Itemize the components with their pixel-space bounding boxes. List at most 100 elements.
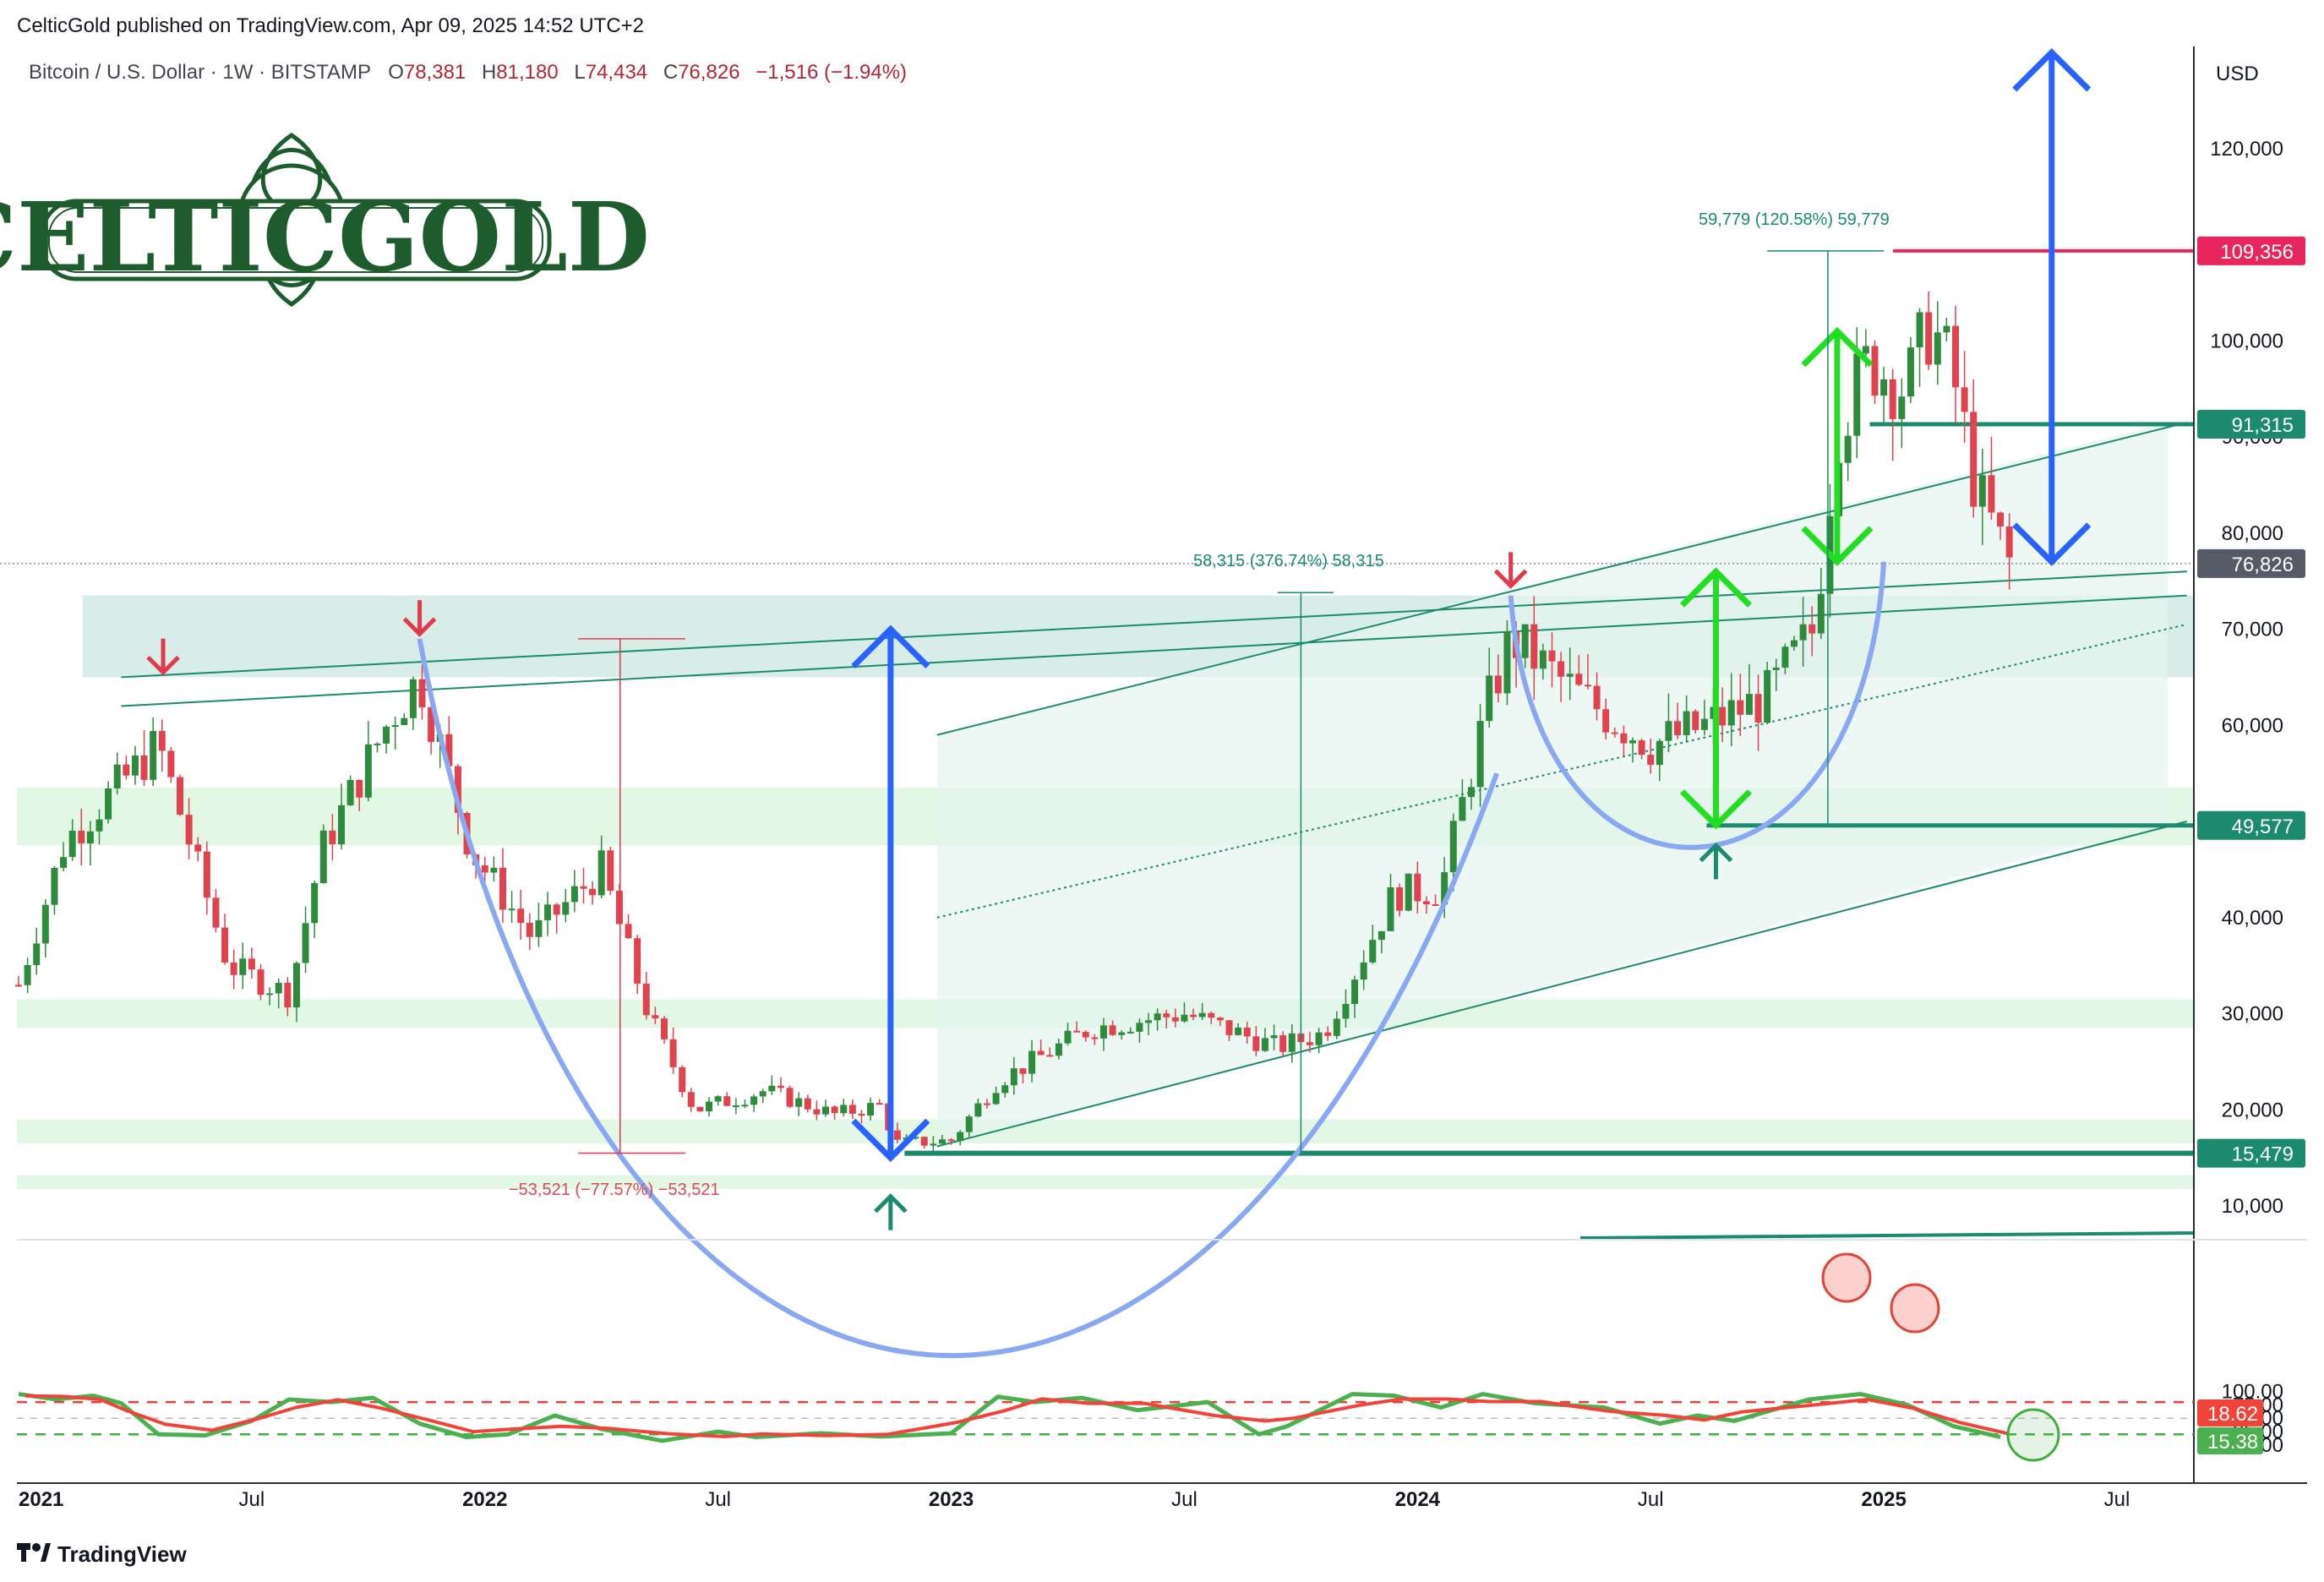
candle-body <box>1978 475 1986 507</box>
trend-line <box>121 594 2187 707</box>
price-tags: 109,356 91,315 76,826 49,577 15,479 <box>2197 236 2305 1168</box>
x-tick: Jul <box>705 1488 731 1511</box>
candle-body <box>68 830 76 858</box>
candle-body <box>1459 797 1466 821</box>
candle-body <box>131 755 139 776</box>
candle-body <box>1530 624 1538 669</box>
y-tick: 10,000 <box>2222 1195 2283 1218</box>
candle-body <box>1261 1038 1268 1051</box>
candle-body <box>687 1092 695 1107</box>
candle-body <box>1315 1032 1323 1045</box>
candle-body <box>1575 674 1583 685</box>
candle-body <box>947 1139 955 1142</box>
candle-body <box>221 927 229 963</box>
arrow-head <box>1699 842 1733 863</box>
candle-body <box>1279 1035 1287 1052</box>
candle-body <box>1889 379 1896 419</box>
candle-body <box>1620 733 1628 744</box>
x-tick: 2021 <box>19 1488 63 1511</box>
red-top-arrow <box>1493 552 1528 589</box>
time-axis: 2021 Jul 2022 Jul 2023 Jul 2024 Jul 2025 Jul <box>19 1488 2130 1511</box>
candle-body <box>1486 675 1493 722</box>
candle-body <box>499 867 506 910</box>
candle-body <box>732 1105 739 1107</box>
candle-body <box>1154 1013 1161 1021</box>
candle-body <box>508 908 516 911</box>
candle-body <box>634 938 641 984</box>
candle-body <box>1647 755 1655 766</box>
candle-body <box>1145 1020 1152 1023</box>
arrow-head <box>146 655 180 676</box>
candle-body <box>1369 940 1377 963</box>
candle-body <box>60 857 68 868</box>
green-range-arrow <box>1679 567 1752 830</box>
candle-body <box>858 1113 865 1116</box>
trend-channels <box>0 248 2195 1240</box>
x-tick: 2023 <box>929 1488 974 1511</box>
candle-body <box>1441 872 1448 905</box>
candle-body <box>831 1106 838 1114</box>
support-band <box>17 1175 2194 1189</box>
y-tick: 60,000 <box>2222 714 2283 737</box>
candle-body <box>1414 873 1421 902</box>
candle-body <box>517 908 525 924</box>
x-tick: Jul <box>1638 1488 1664 1511</box>
candle-body <box>1396 887 1404 911</box>
candle-body <box>1028 1050 1036 1074</box>
candle-body <box>1243 1028 1251 1037</box>
candle-body <box>1235 1028 1242 1035</box>
candle-body <box>1737 700 1744 715</box>
candle-body <box>804 1098 811 1110</box>
candle-body <box>1674 721 1682 735</box>
candle-body <box>1001 1085 1009 1094</box>
y-tick: 30,000 <box>2222 1003 2283 1026</box>
candle-body <box>140 755 148 780</box>
candle-body <box>1745 694 1753 715</box>
candle-body <box>1010 1068 1017 1086</box>
support-zones <box>17 422 2194 1189</box>
open-label: O <box>388 61 404 84</box>
candle-body <box>78 830 85 843</box>
candle-body <box>1772 667 1780 670</box>
measure-label-up-2: 58,315 (376.74%) 58,315 <box>1193 552 1384 570</box>
candle-body <box>445 734 453 766</box>
candle-body <box>1307 1042 1313 1045</box>
candle-body <box>984 1103 990 1105</box>
candle-body <box>1853 353 1861 436</box>
candle-body <box>1432 904 1439 907</box>
arrow-head-up <box>2012 48 2092 92</box>
celticgold-logo: CELTICGOLD <box>0 132 650 308</box>
low-value: 74,434 <box>586 61 647 84</box>
candle-body <box>391 725 399 728</box>
candle-body <box>1593 685 1601 710</box>
candle-body <box>41 904 49 944</box>
candle-body <box>1791 640 1798 647</box>
candle-body <box>706 1101 713 1111</box>
candle-body <box>625 924 632 939</box>
stoch-d-line <box>25 1394 2008 1438</box>
candle-body <box>1727 700 1735 726</box>
candle-body <box>428 707 435 742</box>
candle-body <box>930 1143 937 1146</box>
candle-body <box>123 764 130 776</box>
candle-body <box>1683 711 1690 735</box>
x-tick: 2025 <box>1861 1488 1906 1511</box>
candle-body <box>1961 387 1968 412</box>
candle-body <box>158 730 166 751</box>
candle-body <box>454 766 461 813</box>
candle-body <box>1952 325 1959 388</box>
candle-body <box>1064 1030 1072 1044</box>
arrow-head-down <box>851 1118 930 1163</box>
candle-body <box>893 1130 901 1140</box>
candle-body <box>1163 1013 1170 1017</box>
price-tag <box>2197 410 2305 439</box>
candle-body <box>1808 624 1816 634</box>
candle-body <box>795 1098 803 1107</box>
close-label: C <box>663 61 678 84</box>
red-top-arrow <box>146 638 180 676</box>
candle-body <box>1566 674 1574 677</box>
candle-body <box>974 1103 982 1117</box>
candle-body <box>840 1105 848 1114</box>
candle-body <box>661 1018 668 1039</box>
